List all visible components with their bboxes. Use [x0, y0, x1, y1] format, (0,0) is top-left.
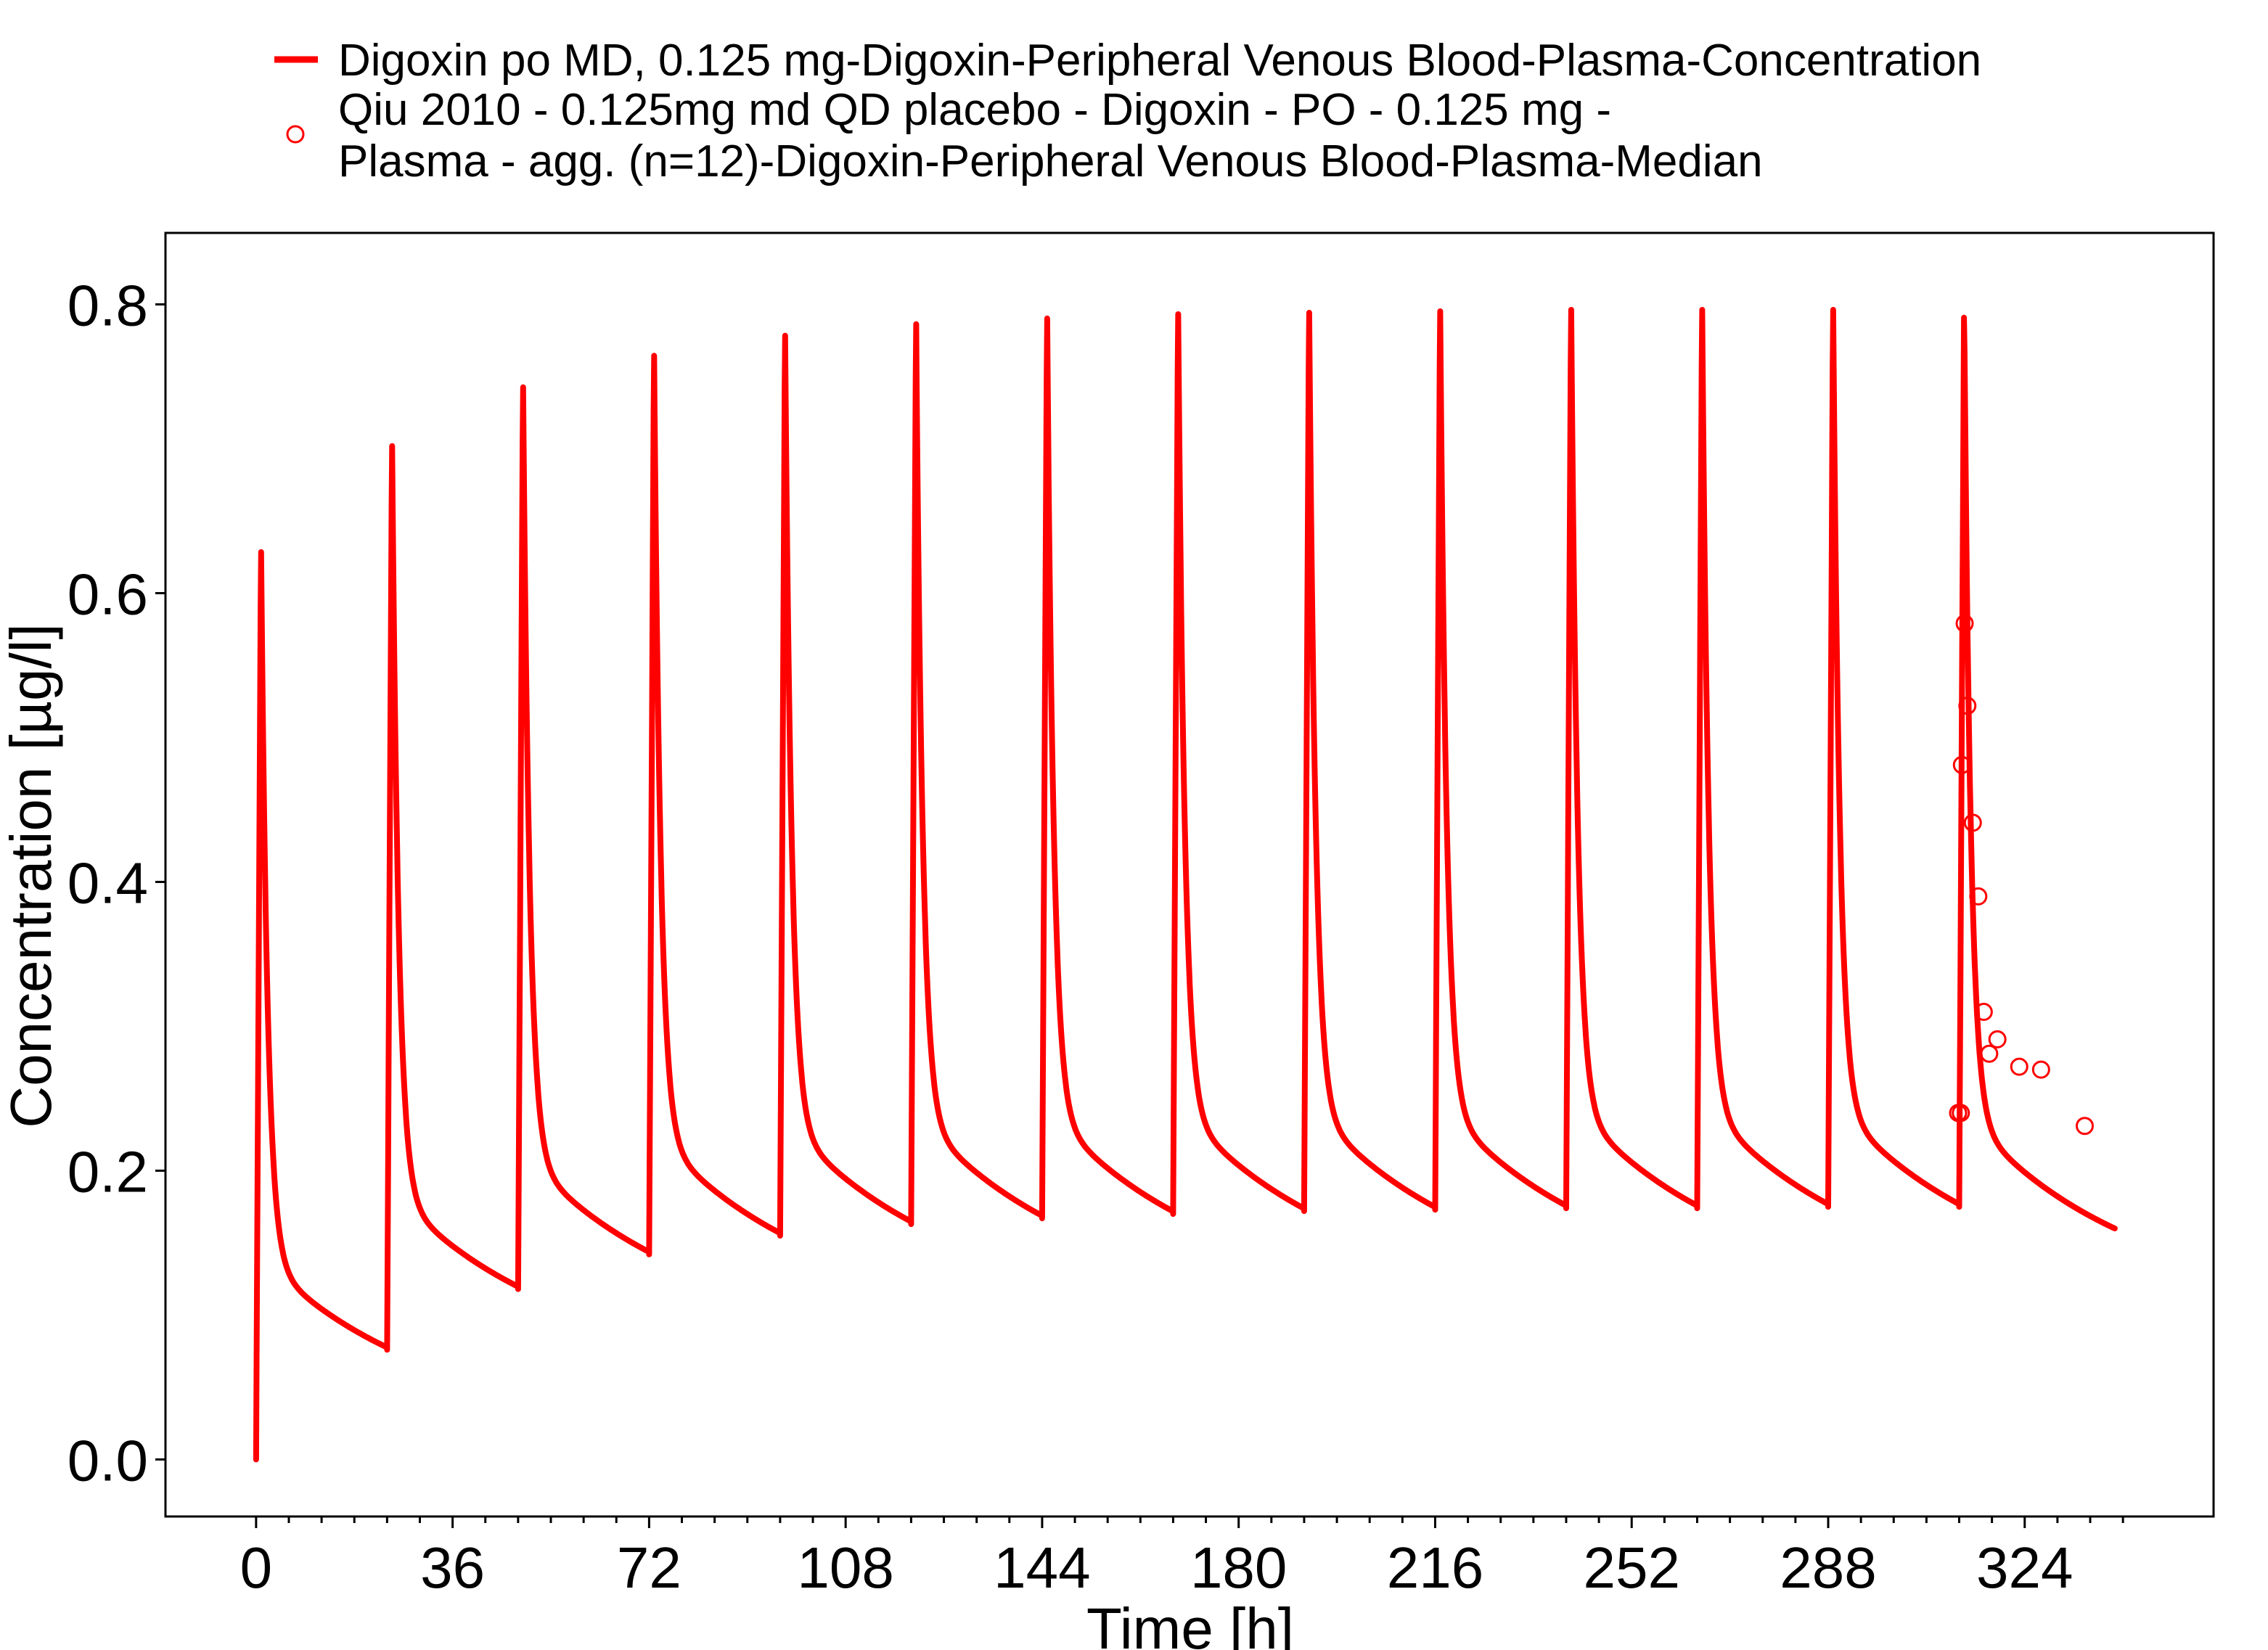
- observed-data-point: [1988, 1030, 2007, 1048]
- observed-data-point: [1974, 1003, 1993, 1022]
- observed-data-point: [1952, 1104, 1970, 1122]
- y-tick-label: 0.2: [67, 1139, 148, 1204]
- legend-label-simulation: Digoxin po MD, 0.125 mg-Digoxin-Peripher…: [338, 36, 1981, 86]
- observed-data-point: [2075, 1117, 2094, 1136]
- x-tick-label: 324: [1976, 1535, 2073, 1600]
- x-tick-label: 144: [994, 1535, 1090, 1600]
- legend-circle-swatch: [286, 125, 305, 144]
- legend-label-observed-line1: Qiu 2010 - 0.125mg md QD placebo - Digox…: [338, 85, 1611, 135]
- y-tick-label: 0.0: [67, 1428, 148, 1493]
- legend-label-observed-line2: Plasma - agg. (n=12)-Digoxin-Peripheral …: [338, 136, 1763, 186]
- observed-data-point: [1963, 813, 1982, 832]
- x-axis: 0 36 72 108 144 180 216 252 288 324: [240, 1516, 2124, 1600]
- observed-data-point: [1969, 887, 1988, 906]
- x-tick-label: 252: [1583, 1535, 1679, 1600]
- x-tick-label: 0: [240, 1535, 273, 1600]
- y-tick-label: 0.6: [67, 562, 148, 626]
- y-tick-label: 0.4: [67, 850, 148, 915]
- legend: Digoxin po MD, 0.125 mg-Digoxin-Peripher…: [274, 36, 1981, 186]
- x-tick-label: 288: [1780, 1535, 1876, 1600]
- observed-data-point: [1958, 697, 1977, 715]
- x-tick-label: 72: [617, 1535, 681, 1600]
- plot-panel: [164, 231, 2215, 1518]
- x-tick-label: 180: [1190, 1535, 1287, 1600]
- x-tick-label: 108: [797, 1535, 893, 1600]
- x-tick-label: 216: [1387, 1535, 1483, 1600]
- observed-series-points: [1949, 614, 2094, 1136]
- observed-data-point: [2031, 1060, 2050, 1079]
- simulation-series-line: [253, 307, 2118, 1463]
- observed-data-point: [1980, 1044, 1999, 1063]
- x-tick-label: 36: [420, 1535, 485, 1600]
- y-axis: 0.0 0.2 0.4 0.6 0.8: [67, 273, 165, 1493]
- observed-data-point: [2010, 1057, 2028, 1076]
- observed-data-point: [1955, 614, 1974, 633]
- observed-data-point: [1952, 755, 1971, 774]
- x-axis-title: Time [h]: [1086, 1596, 1294, 1650]
- y-tick-label: 0.8: [67, 273, 148, 337]
- y-axis-title: Concentration [µg/l]: [0, 623, 63, 1128]
